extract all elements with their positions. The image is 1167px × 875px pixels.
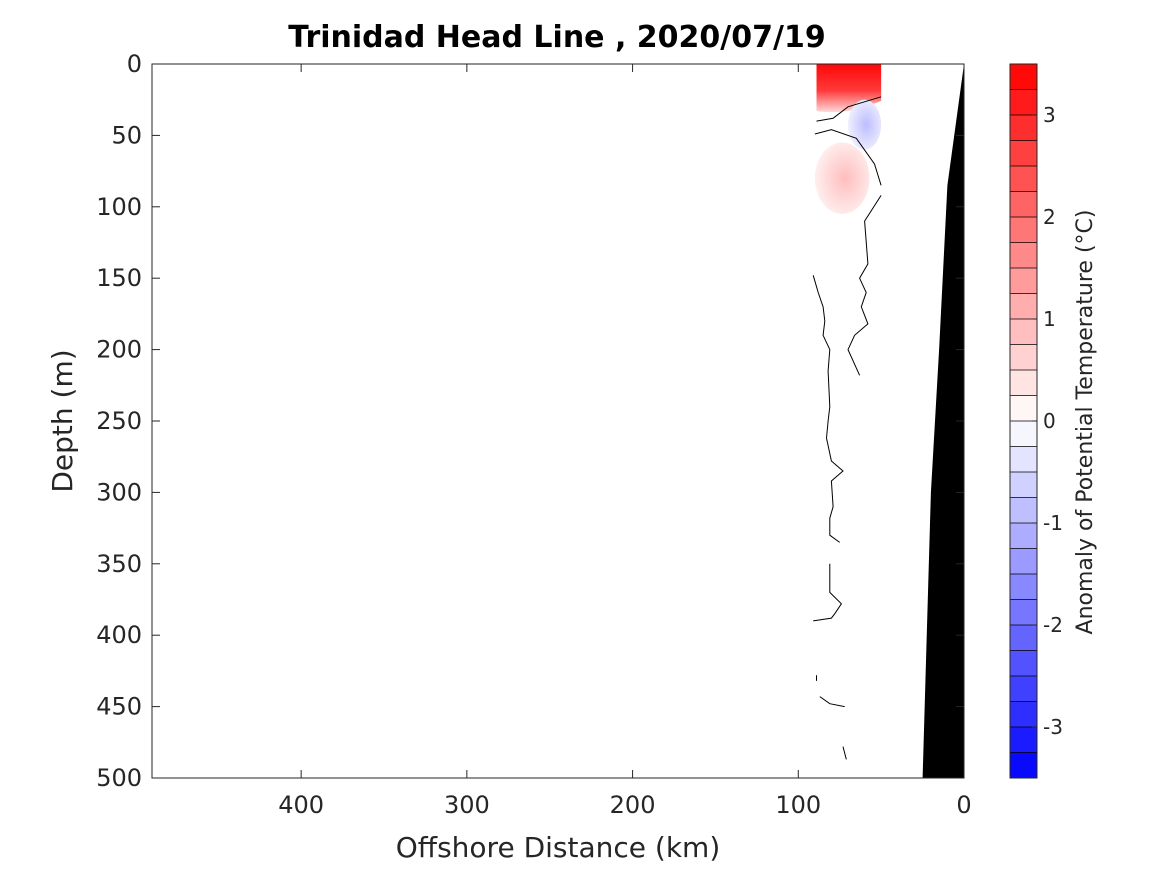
colorbar-segment — [1010, 574, 1037, 600]
zero-contours — [812, 96, 882, 760]
y-axis: 0 50 100 150 200 250 300 350 400 450 500 — [96, 50, 964, 792]
colorbar-segment — [1010, 293, 1037, 319]
y-tick-label: 250 — [96, 407, 142, 435]
colorbar-segment — [1010, 599, 1037, 625]
y-axis-label: Depth (m) — [46, 349, 79, 492]
colorbar-segment — [1010, 344, 1037, 370]
y-tick-label: 200 — [96, 336, 142, 364]
colorbar-tick-label: 0 — [1043, 409, 1056, 433]
colorbar-segment — [1010, 650, 1037, 676]
colorbar-segment — [1010, 242, 1037, 268]
colorbar-segment — [1010, 268, 1037, 294]
anomaly-regions — [814, 64, 882, 214]
colorbar-tick-label: 3 — [1043, 103, 1056, 127]
x-tick-label: 100 — [775, 791, 821, 819]
colorbar-segment — [1010, 89, 1037, 115]
colorbar-label: Anomaly of Potential Temperature (°C) — [1073, 210, 1098, 635]
contour-line — [816, 96, 882, 122]
colorbar-segment — [1010, 752, 1037, 778]
colorbar-tick-label: -3 — [1043, 715, 1063, 739]
y-tick-label: 150 — [96, 264, 142, 292]
contour-line — [847, 195, 882, 376]
colorbar-tick-label: 1 — [1043, 307, 1056, 331]
colorbar-segment — [1010, 319, 1037, 345]
colorbar-segment — [1010, 395, 1037, 421]
colorbar-segment — [1010, 217, 1037, 243]
contour-line — [813, 563, 843, 622]
colorbar-segment — [1010, 523, 1037, 549]
colorbar-tick-label: -2 — [1043, 613, 1063, 637]
x-tick-label: 0 — [956, 791, 971, 819]
colorbar-segment — [1010, 115, 1037, 141]
colorbar-segment — [1010, 64, 1037, 90]
y-tick-label: 350 — [96, 550, 142, 578]
colorbar-segment — [1010, 701, 1037, 727]
chart-title: Trinidad Head Line , 2020/07/19 — [288, 20, 825, 55]
colorbar-segment — [1010, 140, 1037, 166]
y-tick-label: 450 — [96, 693, 142, 721]
plot-area: 400 300 200 100 0 0 50 100 150 200 250 300 350 400 45… — [96, 50, 971, 819]
y-tick-label: 300 — [96, 478, 142, 506]
warm-patch-region — [814, 142, 870, 214]
colorbar-tick-label: -1 — [1043, 511, 1063, 535]
colorbar-segment — [1010, 497, 1037, 523]
x-tick-label: 400 — [278, 791, 324, 819]
colorbar-segment — [1010, 370, 1037, 396]
colorbar-segment — [1010, 676, 1037, 702]
y-tick-label: 100 — [96, 193, 142, 221]
bathymetry-bottom — [922, 64, 964, 778]
x-axis-label: Offshore Distance (km) — [396, 831, 721, 864]
colorbar-tick-label: 2 — [1043, 205, 1056, 229]
y-tick-label: 0 — [127, 50, 142, 78]
colorbar-segment — [1010, 166, 1037, 192]
contour-line — [819, 696, 845, 708]
cool-patch-region — [848, 99, 882, 150]
colorbar-segment — [1010, 625, 1037, 651]
colorbar: 3 2 1 0 -1 -2 -3 — [1009, 63, 1063, 779]
y-tick-label: 400 — [96, 621, 142, 649]
y-tick-label: 500 — [96, 764, 142, 792]
colorbar-segment — [1010, 191, 1037, 217]
colorbar-segment — [1010, 548, 1037, 574]
contour-line — [814, 129, 882, 186]
x-tick-label: 300 — [444, 791, 490, 819]
colorbar-segment — [1010, 472, 1037, 498]
x-tick-label: 200 — [610, 791, 656, 819]
x-axis: 400 300 200 100 0 — [278, 64, 972, 819]
colorbar-segment — [1010, 727, 1037, 753]
colorbar-segment — [1010, 446, 1037, 472]
y-tick-label: 50 — [111, 121, 142, 149]
contour-line — [842, 746, 847, 760]
contour-line — [812, 275, 844, 543]
colorbar-segment — [1010, 421, 1037, 447]
